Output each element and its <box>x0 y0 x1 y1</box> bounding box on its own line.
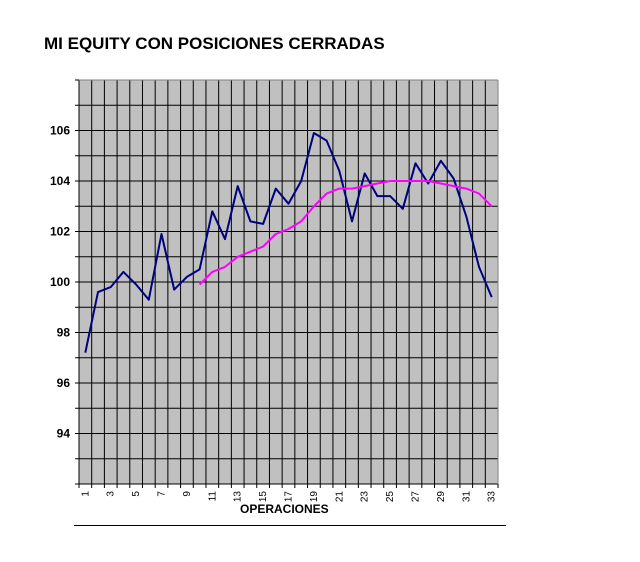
x-tick-labels: 1 3 5 7 9 11 13 15 17 19 21 23 25 27 29 31 33 <box>80 491 497 503</box>
x-tick-label: 7 <box>157 491 168 497</box>
equity-line <box>84 132 493 353</box>
x-axis-label: OPERACIONES <box>240 502 329 516</box>
x-tick-label: 27 <box>410 491 421 503</box>
x-tick-label: 1 <box>80 491 91 497</box>
grid-lines <box>79 80 498 484</box>
moving-average-line <box>198 180 493 286</box>
y-tick-label: 102 <box>50 225 70 239</box>
x-tick-label: 13 <box>233 491 244 503</box>
y-tick-label: 104 <box>50 174 70 188</box>
y-tick-label: 94 <box>57 427 71 441</box>
y-tick-label: 106 <box>50 124 70 138</box>
chart-title: MI EQUITY CON POSICIONES CERRADAS <box>44 34 385 53</box>
x-tick-label: 5 <box>131 491 142 497</box>
x-tick-label: 17 <box>284 491 295 503</box>
y-tick-labels: 94 96 98 100 102 104 106 <box>50 124 70 441</box>
axes <box>75 79 499 488</box>
x-tick-label: 19 <box>309 491 320 503</box>
y-tick-label: 100 <box>50 275 70 289</box>
y-tick-label: 98 <box>57 326 71 340</box>
x-tick-label: 29 <box>436 491 447 503</box>
x-tick-label: 33 <box>487 491 498 503</box>
x-tick-label: 31 <box>461 491 472 503</box>
x-tick-label: 15 <box>258 491 269 503</box>
x-tick-label: 23 <box>360 491 371 503</box>
x-tick-label: 3 <box>106 491 117 497</box>
x-tick-label: 9 <box>182 491 193 497</box>
bottom-divider <box>74 525 506 526</box>
x-tick-label: 11 <box>207 491 218 502</box>
y-tick-label: 96 <box>57 376 71 390</box>
x-tick-label: 21 <box>334 491 345 503</box>
series-lines <box>84 132 493 353</box>
x-tick-label: 25 <box>385 491 396 503</box>
